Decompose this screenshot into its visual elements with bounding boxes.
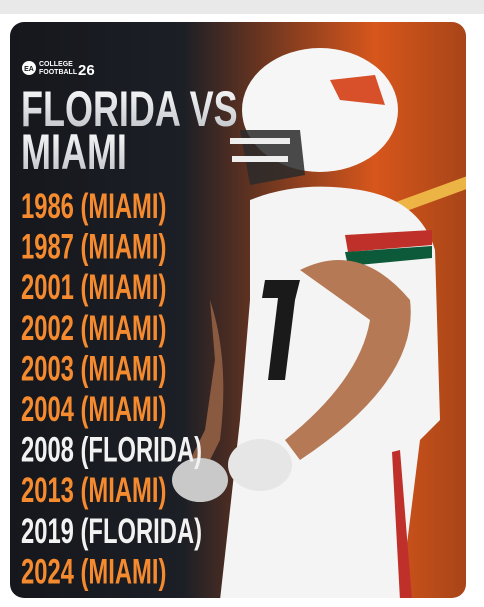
logo-number: 26 <box>78 62 95 79</box>
logo-line: FOOTBALL <box>39 69 78 76</box>
result-line: 2013 (MIAMI) <box>21 472 166 511</box>
result-line: 2003 (MIAMI) <box>21 350 166 389</box>
title-line: FLORIDA VS <box>21 82 238 137</box>
result-line: 2019 (FLORIDA) <box>21 512 202 551</box>
result-line: 2001 (MIAMI) <box>21 269 166 308</box>
cut-off-caption <box>0 0 484 14</box>
title-line: MIAMI <box>21 125 127 180</box>
logo: EA COLLEGE FOOTBALL 26 <box>22 61 95 79</box>
result-line: 1987 (MIAMI) <box>21 228 166 267</box>
photo <box>10 22 466 598</box>
result-line: 2002 (MIAMI) <box>21 309 166 348</box>
result-line: 2008 (FLORIDA) <box>21 431 202 470</box>
result-line: 2004 (MIAMI) <box>21 391 166 430</box>
result-line: 2024 (MIAMI) <box>21 553 166 592</box>
logo-line: COLLEGE <box>39 61 73 68</box>
results-list: 1986 (MIAMI)1987 (MIAMI)2001 (MIAMI)2002… <box>21 188 202 592</box>
logo-badge: EA <box>24 66 34 73</box>
result-line: 1986 (MIAMI) <box>21 188 166 227</box>
logo-badge-circle <box>22 61 36 75</box>
